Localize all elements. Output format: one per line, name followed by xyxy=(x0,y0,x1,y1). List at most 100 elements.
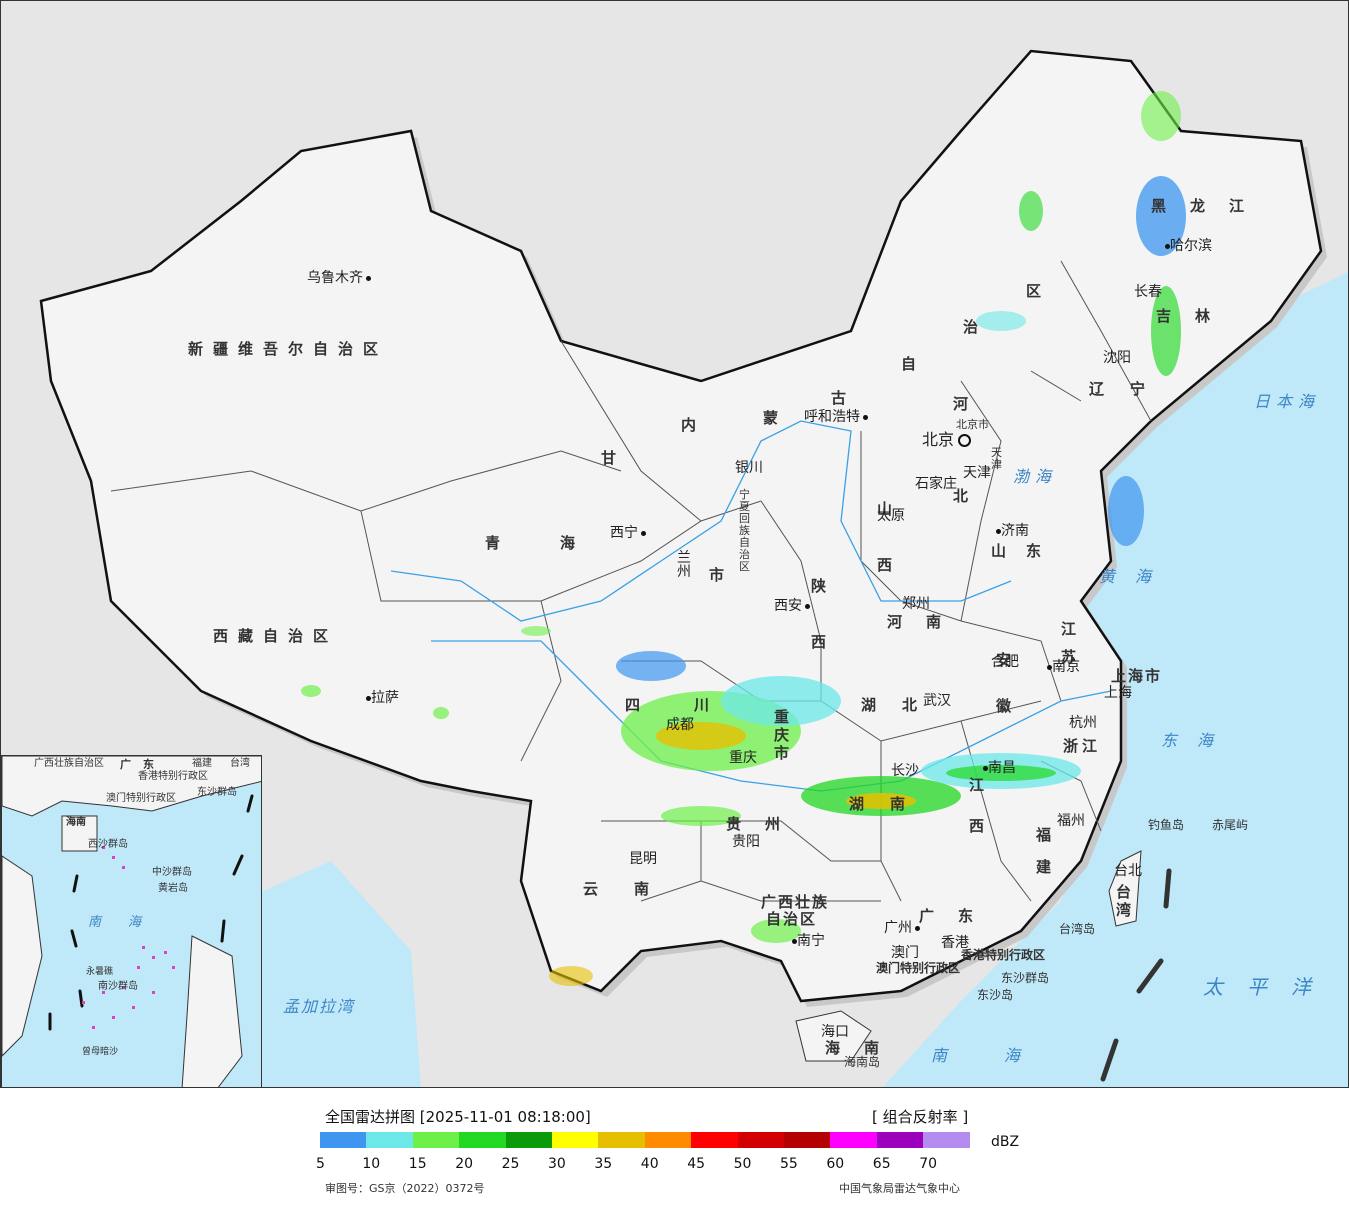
island-hainan: 海南岛 xyxy=(844,1055,881,1069)
city-chongqing: 重庆 xyxy=(729,750,757,766)
tick-label: 40 xyxy=(640,1156,659,1172)
color-swatch xyxy=(644,1132,692,1148)
island-dongsha-dao: 东沙岛 xyxy=(977,988,1014,1002)
province-guangxi-1: 广西壮族 xyxy=(761,893,830,911)
city-yinchuan: 银川 xyxy=(735,460,763,476)
province-hainan: 海南 xyxy=(825,1039,904,1057)
echo-yellowsea xyxy=(1108,476,1144,546)
province-gansu-shi: 市 xyxy=(709,566,735,584)
color-swatch xyxy=(691,1132,739,1148)
province-anhui: 安徽 xyxy=(996,651,1022,715)
province-shaanxi: 陕西 xyxy=(811,577,837,651)
tick-label: 15 xyxy=(408,1156,427,1172)
province-jiangsu: 江苏 xyxy=(1061,620,1087,666)
echo-jiangxi-green xyxy=(946,765,1056,781)
echo-sichuan-north xyxy=(616,651,686,681)
province-liaoning: 辽宁 xyxy=(1089,380,1172,398)
province-guangxi-2: 自治区 xyxy=(766,910,818,928)
color-swatch xyxy=(552,1132,599,1148)
city-chengdu: 成都 xyxy=(666,717,694,733)
province-ningxia: 宁夏回族自治区 xyxy=(739,488,750,573)
echo-yunnan-south xyxy=(549,966,593,986)
echo-xizang-east xyxy=(433,707,449,719)
legend-title: 全国雷达拼图 [2025-11-01 08:18:00] xyxy=(325,1108,591,1126)
inset-sea-2: 海 xyxy=(128,915,148,930)
color-swatch xyxy=(412,1132,460,1148)
color-swatch xyxy=(598,1132,646,1148)
sea-japan: 日本海 xyxy=(1254,392,1321,411)
province-taiwan: 台湾 xyxy=(1116,883,1142,919)
province-hunan: 湖南 xyxy=(849,795,932,813)
taiwan-island xyxy=(1108,850,1142,927)
province-hebei-2: 北 xyxy=(953,487,979,505)
inset-guangdong: 广东 xyxy=(120,758,166,771)
south-china-sea-inset: 广西壮族自治区 广东 福建 台湾 香港特别行政区 澳门特别行政区 东沙群岛 海南… xyxy=(1,755,262,1087)
inset-dongsha: 东沙群岛 xyxy=(197,787,237,798)
province-zhejiang: 浙江 xyxy=(1063,737,1102,755)
echo-lhasa xyxy=(301,685,321,697)
city-hongkong: 香港 xyxy=(941,935,969,951)
sea-bohai: 渤海 xyxy=(1013,467,1058,486)
inset-xisha: 西沙群岛 xyxy=(88,839,128,850)
province-neimeng-1: 内 xyxy=(681,416,707,434)
province-yunnan: 云南 xyxy=(583,880,686,898)
province-gansu: 甘 xyxy=(601,449,627,467)
color-swatch xyxy=(737,1132,785,1148)
city-lanzhou: 兰州 xyxy=(677,550,691,580)
color-swatch xyxy=(923,1132,971,1148)
island-taiwan: 台湾岛 xyxy=(1059,922,1096,936)
city-urumqi: 乌鲁木齐 xyxy=(307,271,371,285)
tick-label: 25 xyxy=(501,1156,520,1172)
province-guangdong: 广东 xyxy=(919,907,998,925)
echo-chongqing xyxy=(721,676,841,726)
city-guiyang: 贵阳 xyxy=(732,834,760,850)
island-dongsha-qundao: 东沙群岛 xyxy=(1001,971,1050,985)
sea-east: 东海 xyxy=(1161,731,1234,750)
city-jinan: 济南 xyxy=(993,524,1029,538)
city-changchun: 长春 xyxy=(1134,284,1162,300)
color-swatch xyxy=(830,1132,878,1148)
sea-yellow: 黄海 xyxy=(1099,567,1172,586)
tick-label: 5 xyxy=(316,1156,325,1172)
macau-sar: 澳门特别行政区 xyxy=(876,961,961,975)
province-neimeng-5: 治 xyxy=(963,318,989,336)
province-xinjiang: 新疆维吾尔自治区 xyxy=(188,340,389,358)
province-jiangxi-2: 西 xyxy=(969,817,995,835)
province-fujian: 福建 xyxy=(1036,826,1062,876)
legend-panel: 全国雷达拼图 [2025-11-01 08:18:00] [ 组合反射率 ] d… xyxy=(0,1088,1349,1208)
inset-taiwan: 台湾 xyxy=(230,758,250,769)
province-shanghai: 上海市 xyxy=(1111,667,1163,685)
province-hubei: 湖北 xyxy=(861,696,944,714)
city-beijing: 北京 xyxy=(922,432,972,448)
echo-qinghai xyxy=(521,626,551,636)
tick-label: 60 xyxy=(826,1156,845,1172)
echo-sichuan-core xyxy=(656,722,746,750)
city-harbin: 哈尔滨 xyxy=(1162,239,1212,253)
color-swatch xyxy=(459,1132,507,1148)
inset-canvas xyxy=(2,756,261,1087)
city-nanchang: 南昌 xyxy=(980,761,1016,775)
province-neimeng-3: 古 xyxy=(831,389,857,407)
inset-huangyan: 黄岩岛 xyxy=(158,883,188,894)
tick-label: 10 xyxy=(362,1156,381,1172)
inset-hk-sar: 香港特别行政区 xyxy=(138,771,208,782)
province-guizhou: 贵州 xyxy=(726,815,805,833)
tick-label: 20 xyxy=(455,1156,474,1172)
city-taibei: 台北 xyxy=(1114,863,1142,879)
tick-label: 50 xyxy=(733,1156,752,1172)
province-henan: 河南 xyxy=(887,613,966,631)
echo-heilongjiang xyxy=(1136,176,1186,256)
inset-guangxi: 广西壮族自治区 xyxy=(34,758,104,769)
city-xian: 西安 xyxy=(774,599,810,613)
island-chiwei: 赤尾屿 xyxy=(1212,818,1249,832)
city-wuhan: 武汉 xyxy=(923,693,951,709)
province-jilin: 吉林 xyxy=(1156,307,1235,325)
city-guangzhou: 广州 xyxy=(884,921,920,935)
city-tianjin: 天津 xyxy=(963,465,991,481)
sea-bengal: 孟加拉湾 xyxy=(283,997,356,1016)
radar-map: 新疆维吾尔自治区 西藏自治区 青海 甘 内 蒙 古 自 治 区 黑龙江 吉林 辽… xyxy=(0,0,1349,1088)
city-xining: 西宁 xyxy=(610,526,646,540)
nine-dash-line xyxy=(1100,868,1172,1082)
tick-label: 45 xyxy=(687,1156,706,1172)
ocean-east xyxy=(882,271,1348,1087)
